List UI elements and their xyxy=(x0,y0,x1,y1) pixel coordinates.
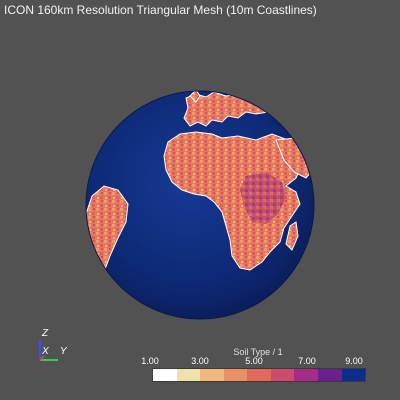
madagascar-landmass xyxy=(285,221,299,251)
legend-tick: 3.00 xyxy=(191,356,209,366)
legend-swatch xyxy=(270,369,295,381)
legend-colorbar xyxy=(152,368,366,382)
legend-ticks: 1.00 3.00 5.00 7.00 9.00 xyxy=(141,356,370,368)
legend-tick: 1.00 xyxy=(141,356,159,366)
legend-swatch xyxy=(317,369,342,381)
legend-swatch xyxy=(341,369,366,381)
orientation-axes: Z X Y xyxy=(34,326,74,366)
legend-title: Soil Type / 1 xyxy=(233,347,283,357)
legend-tick: 5.00 xyxy=(245,356,263,366)
legend-swatch xyxy=(176,369,201,381)
axis-y-label: Y xyxy=(60,346,67,357)
legend-tick: 9.00 xyxy=(345,356,363,366)
legend-tick: 7.00 xyxy=(298,356,316,366)
axis-x-label: X xyxy=(42,346,49,357)
axes-icon xyxy=(39,340,58,361)
british-isles xyxy=(189,91,201,103)
page-title: ICON 160km Resolution Triangular Mesh (1… xyxy=(4,3,317,17)
legend-swatch xyxy=(247,369,271,381)
legend-swatch xyxy=(294,369,318,381)
legend-swatch xyxy=(200,369,224,381)
legend-swatch xyxy=(153,369,177,381)
globe-rim xyxy=(85,90,315,320)
legend-swatch xyxy=(223,369,248,381)
axis-z-label: Z xyxy=(42,328,49,339)
africa-landmass xyxy=(163,131,303,271)
central-africa-region xyxy=(240,172,286,224)
